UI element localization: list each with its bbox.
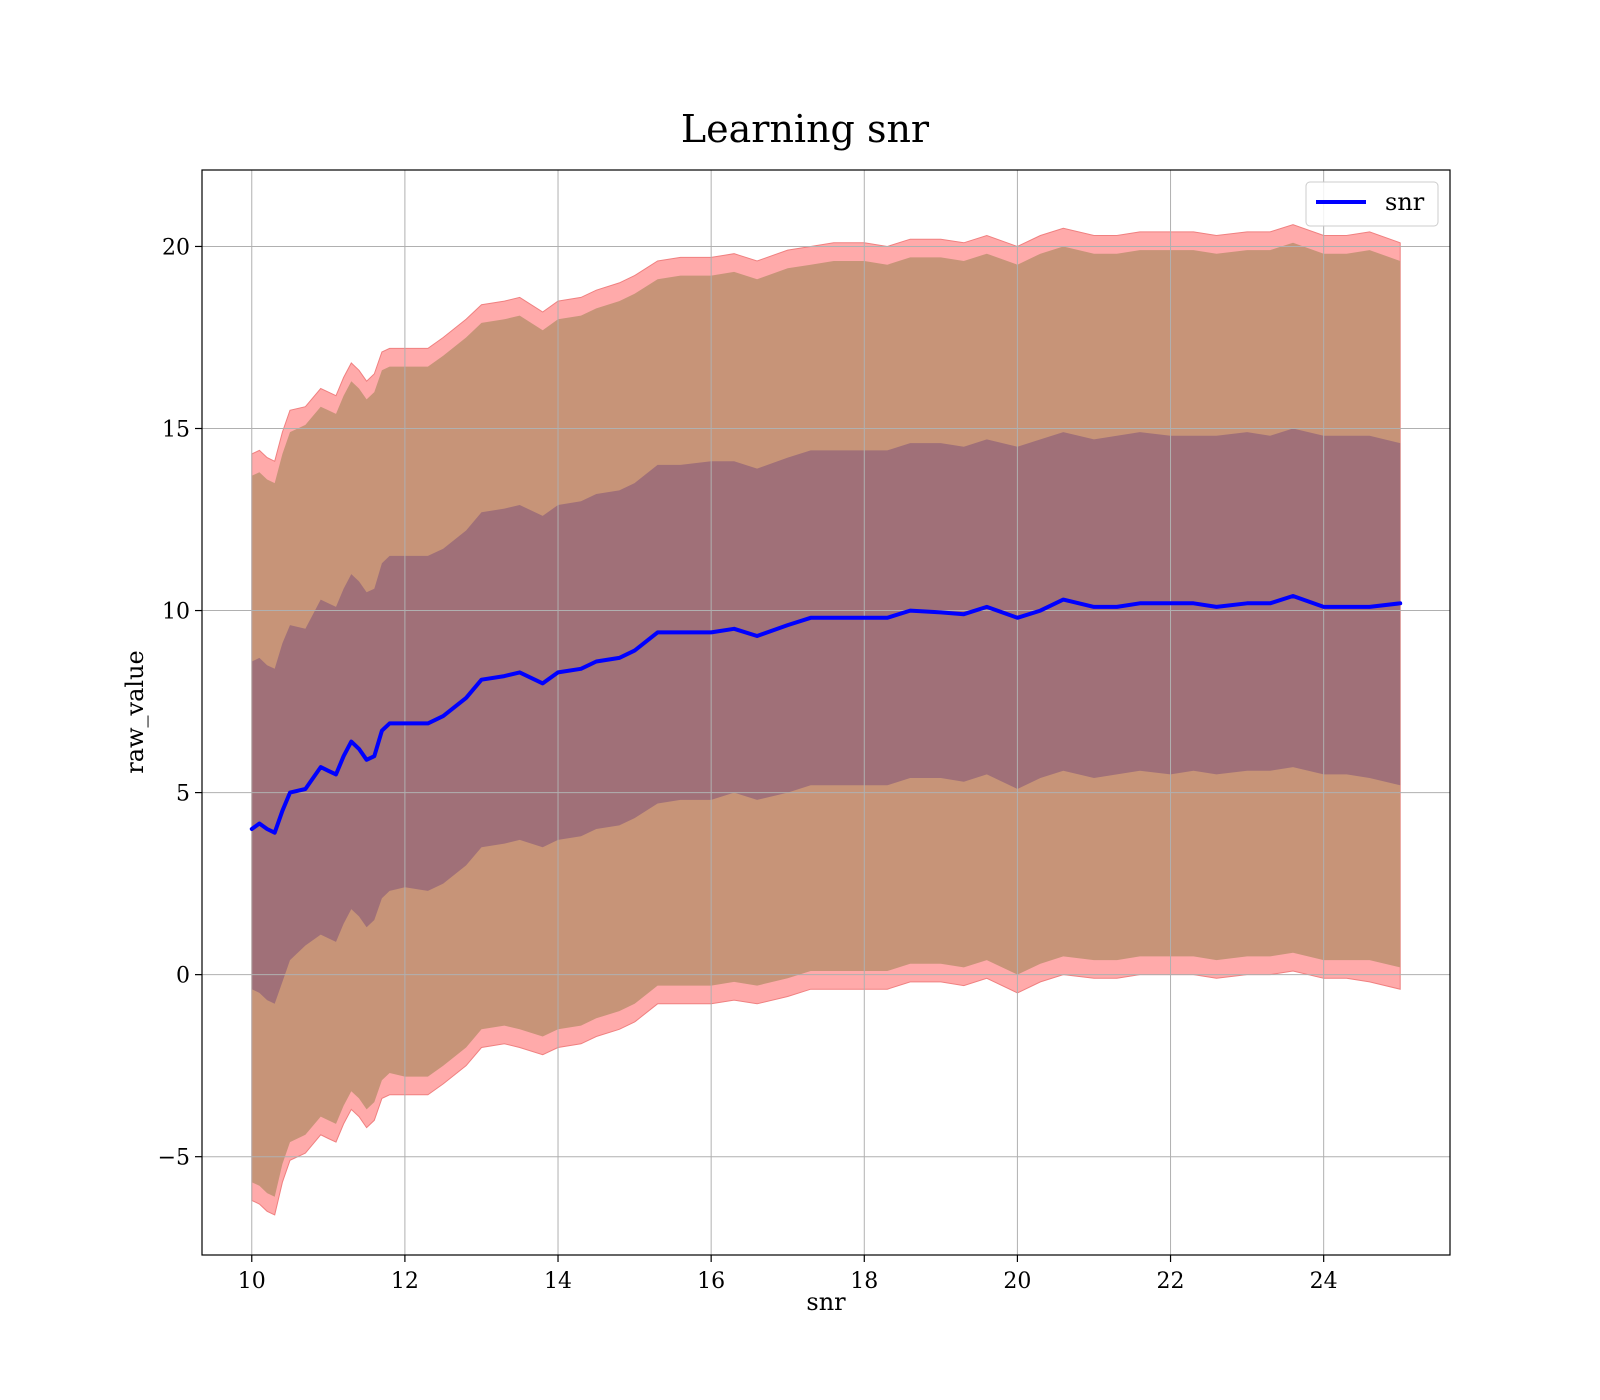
- grid-lines: [202, 170, 1450, 1255]
- series-lines: [249, 594, 1403, 835]
- x-tick-label: 16: [697, 1269, 725, 1294]
- confidence-bands: [251, 224, 1401, 1216]
- x-tick-label: 12: [391, 1269, 419, 1294]
- y-tick-label: 15: [162, 418, 190, 443]
- x-tick-label: 18: [850, 1269, 878, 1294]
- x-axis-ticks: 10 12 14 16 18 20 22 24: [238, 1255, 1338, 1294]
- y-tick-label: 0: [176, 964, 190, 989]
- plot-area: [201, 169, 1451, 1256]
- x-tick-label: 14: [544, 1269, 572, 1294]
- y-tick-label: −5: [158, 1146, 190, 1171]
- x-tick-label: 20: [1003, 1269, 1031, 1294]
- legend-label-snr: snr: [1385, 188, 1425, 216]
- x-tick-label: 22: [1157, 1269, 1185, 1294]
- y-tick-label: 20: [162, 235, 190, 260]
- plot-frame: [201, 169, 1451, 1256]
- x-tick-label: 24: [1310, 1269, 1338, 1294]
- y-axis-ticks: −5 0 5 10 15 20: [158, 235, 202, 1171]
- series-line-snr: [249, 594, 1403, 835]
- x-axis-label: snr: [806, 1288, 846, 1316]
- y-axis-label: raw_value: [121, 650, 149, 774]
- inner-band: [251, 428, 1401, 1004]
- y-tick-label: 5: [176, 782, 190, 807]
- y-tick-label: 10: [162, 600, 190, 625]
- legend-box: [1305, 181, 1439, 227]
- chart-title: Learning snr: [681, 107, 930, 151]
- x-tick-label: 10: [238, 1269, 266, 1294]
- legend: snr: [1305, 181, 1439, 227]
